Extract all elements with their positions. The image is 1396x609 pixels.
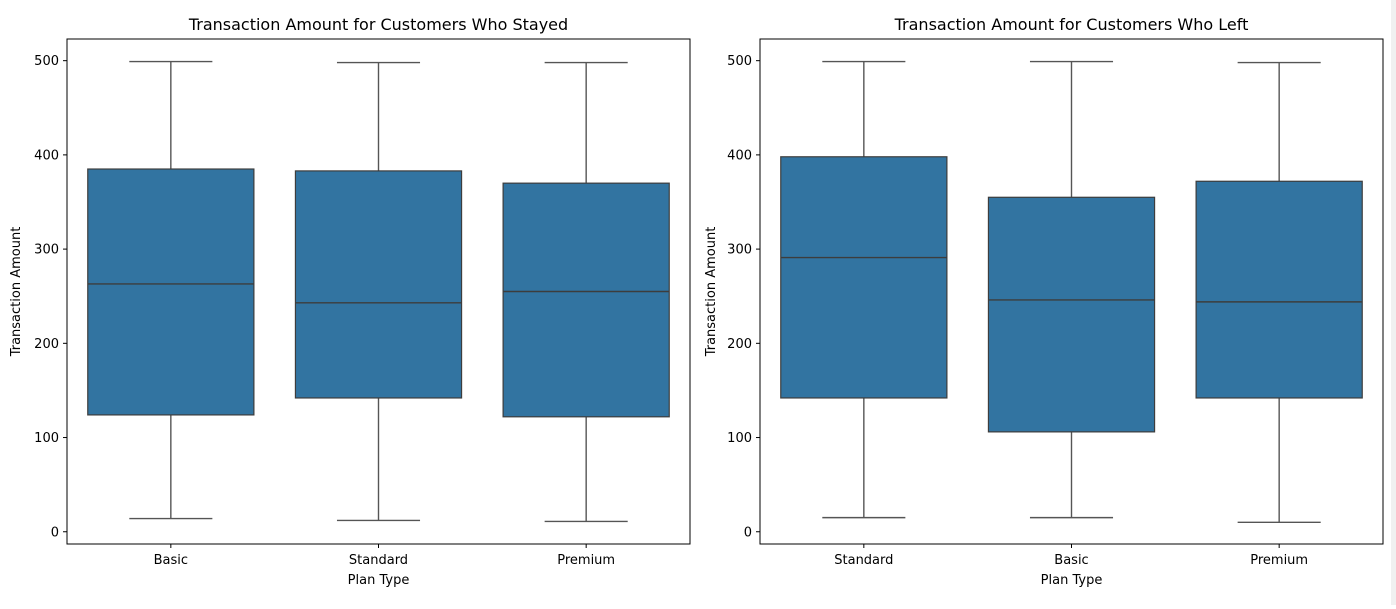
scrollbar-edge (1391, 0, 1396, 605)
y-tick-label: 200 (34, 337, 59, 352)
chart-title: Transaction Amount for Customers Who Sta… (188, 15, 568, 34)
chart-panel-2: Transaction Amount for Customers Who Lef… (704, 15, 1384, 588)
y-axis-label: Transaction Amount (9, 227, 24, 358)
x-axis-label: Plan Type (348, 573, 410, 588)
box-premium (502, 61, 670, 523)
y-tick-label: 400 (34, 148, 59, 163)
chart-title: Transaction Amount for Customers Who Lef… (894, 15, 1249, 34)
x-axis-label: Plan Type (1041, 573, 1103, 588)
iqr-box (87, 168, 255, 416)
iqr-box (987, 196, 1156, 433)
iqr-box (1195, 180, 1363, 399)
x-tick-label: Basic (1054, 553, 1088, 568)
y-tick-label: 0 (51, 525, 59, 540)
box-basic (87, 60, 255, 520)
iqr-box (294, 170, 463, 399)
y-tick-label: 100 (727, 431, 752, 446)
box-premium (1195, 61, 1363, 524)
box-standard (294, 61, 463, 522)
x-tick-label: Basic (154, 553, 188, 568)
iqr-box (502, 182, 670, 418)
y-tick-label: 0 (744, 525, 752, 540)
y-tick-label: 300 (727, 243, 752, 258)
chart-panel-1: Transaction Amount for Customers Who Sta… (9, 15, 691, 588)
x-tick-label: Premium (1250, 553, 1308, 568)
y-tick-label: 500 (727, 54, 752, 69)
y-tick-label: 400 (727, 148, 752, 163)
y-tick-label: 300 (34, 243, 59, 258)
x-tick-label: Premium (557, 553, 615, 568)
y-tick-label: 100 (34, 431, 59, 446)
x-tick-label: Standard (834, 553, 893, 568)
box-basic (987, 60, 1156, 519)
iqr-box (780, 156, 948, 399)
y-tick-label: 200 (727, 337, 752, 352)
y-axis-label: Transaction Amount (704, 227, 719, 358)
x-tick-label: Standard (349, 553, 408, 568)
box-standard (780, 60, 948, 519)
y-tick-label: 500 (34, 54, 59, 69)
plot-frame (759, 38, 1384, 545)
plot-frame (66, 38, 691, 545)
